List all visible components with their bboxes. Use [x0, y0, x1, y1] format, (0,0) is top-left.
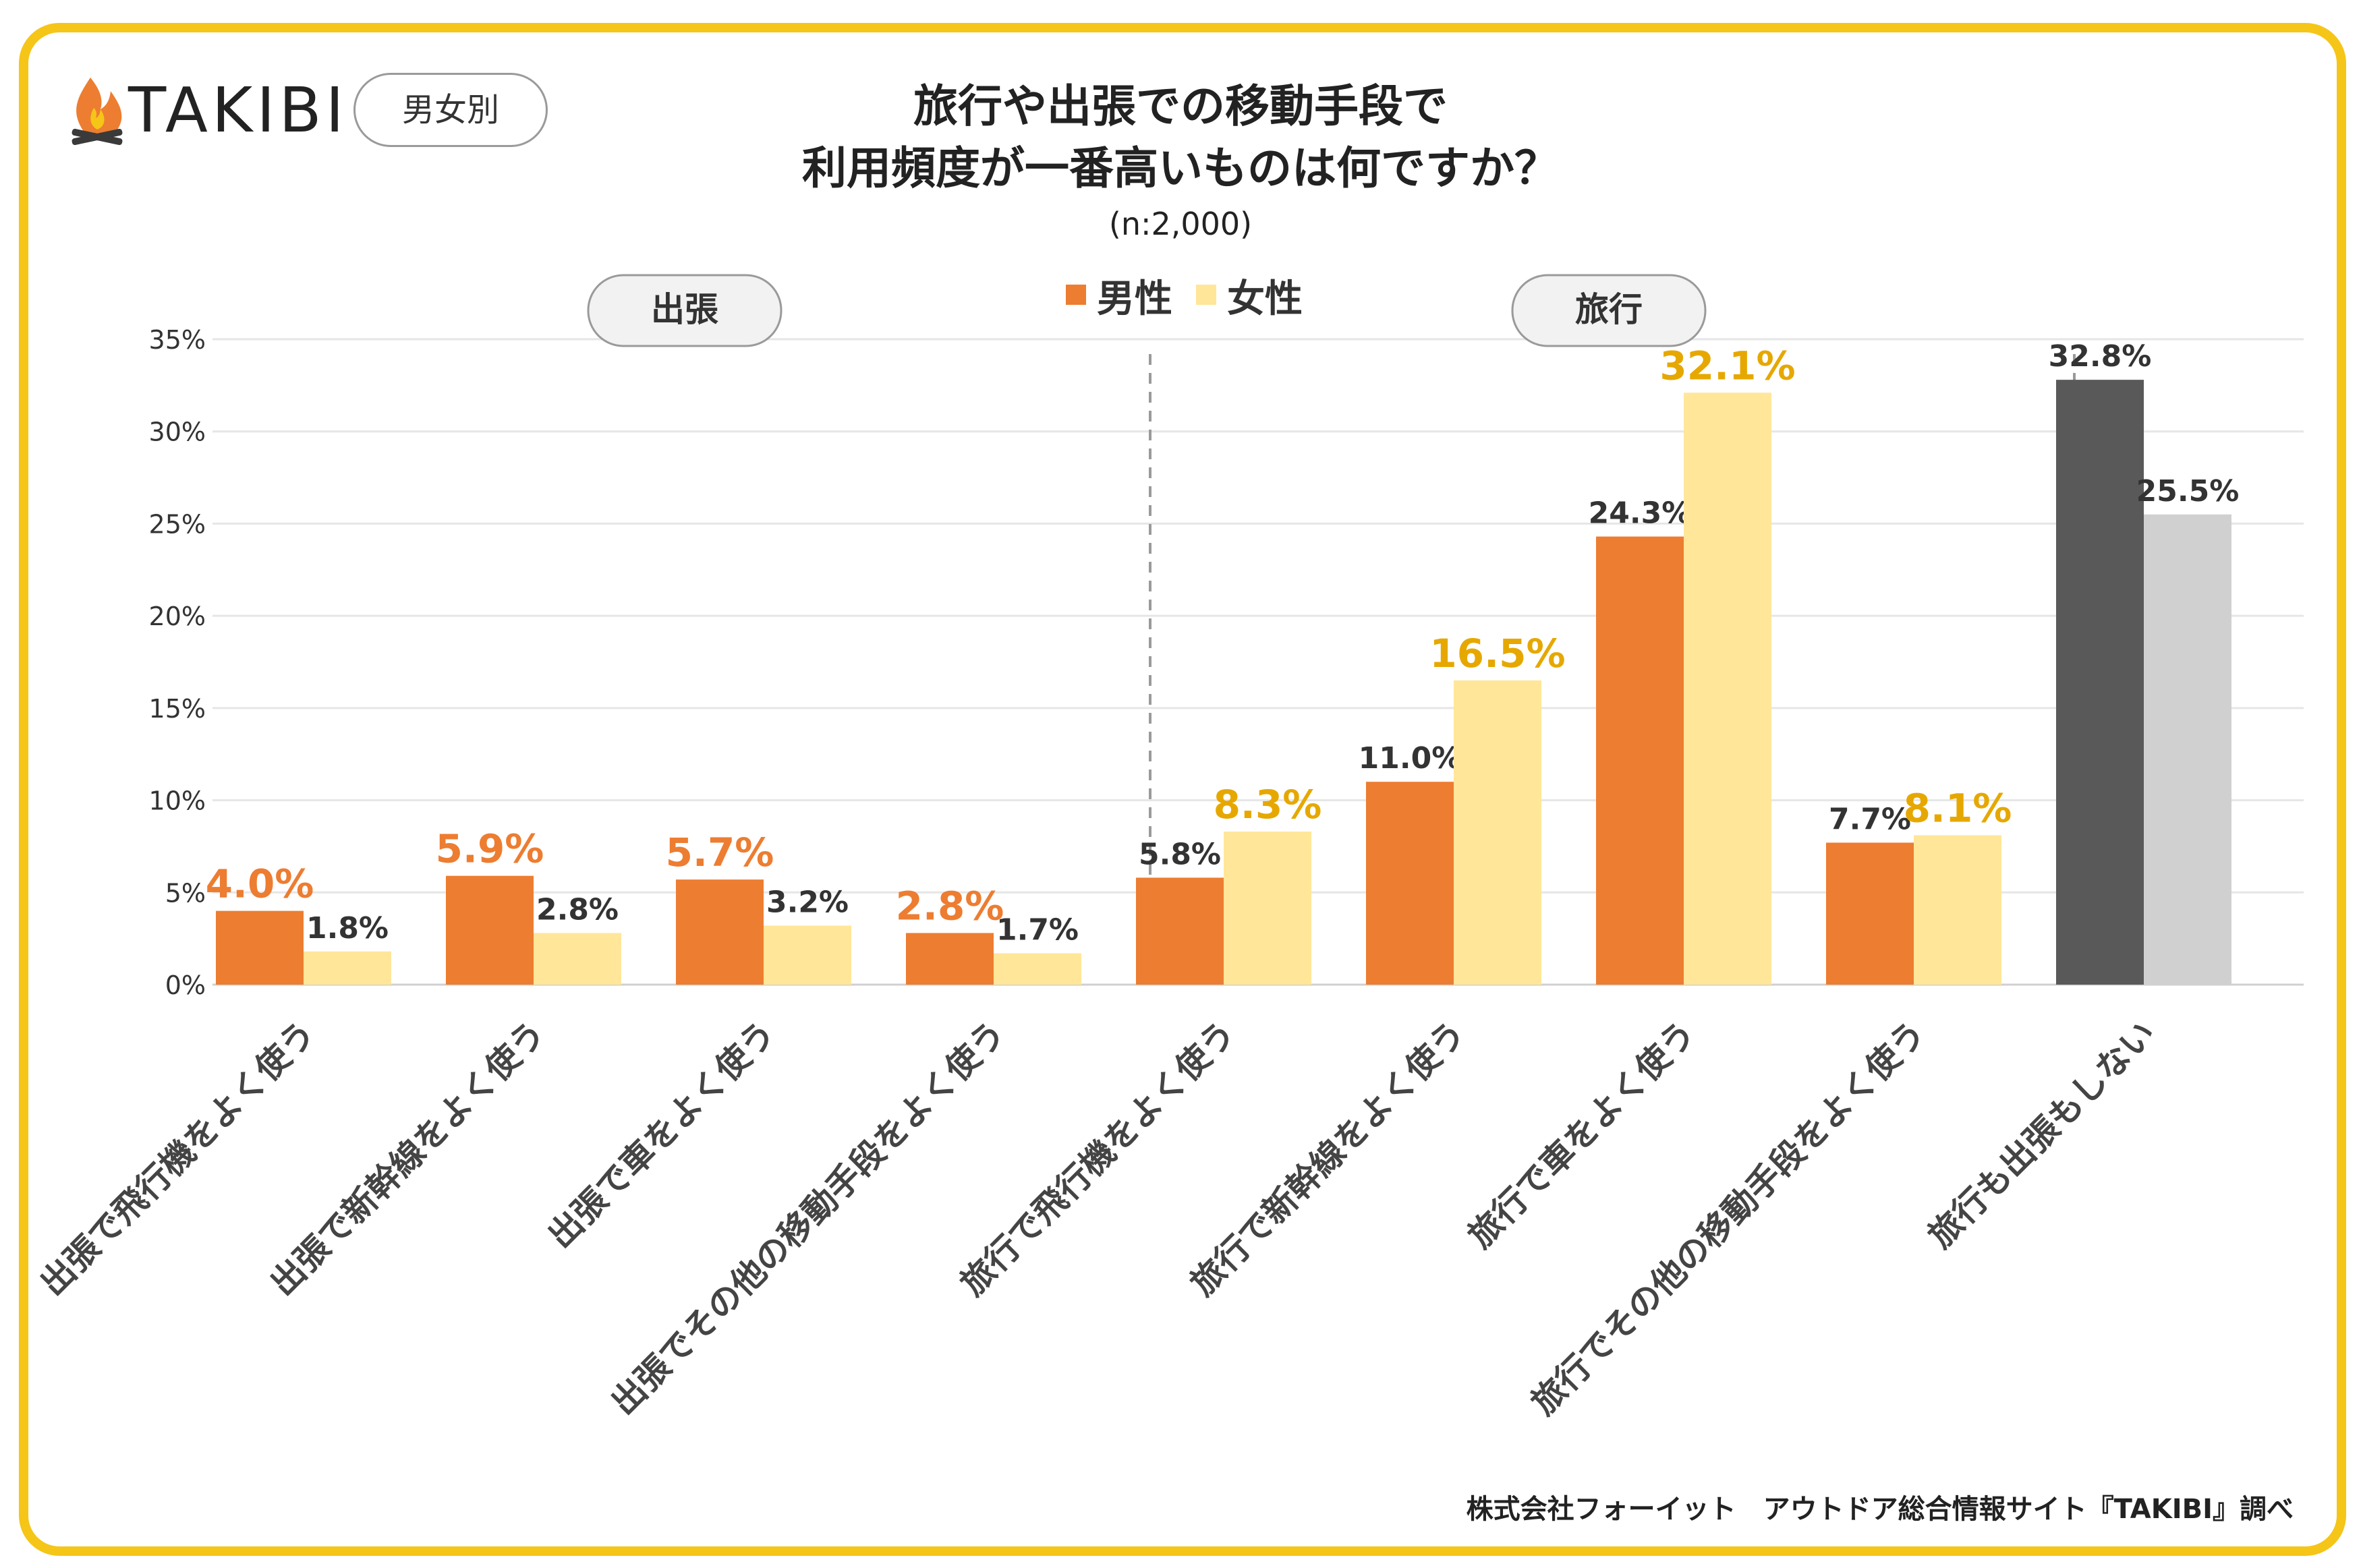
data-label: 25.5% [2136, 474, 2240, 509]
data-label: 16.5% [1429, 631, 1565, 676]
data-label: 1.7% [996, 913, 1079, 948]
x-tick-label: 旅行でその他の移動手段をよく使う [1524, 1013, 1933, 1422]
bar-male [1136, 877, 1224, 985]
y-tick-label: 35% [149, 325, 206, 355]
bar-female [994, 953, 1081, 985]
bar-male [1596, 536, 1684, 985]
data-label: 11.0% [1359, 741, 1462, 776]
bar-female [1224, 832, 1311, 985]
data-label: 8.3% [1214, 782, 1322, 827]
data-label: 7.7% [1829, 802, 1911, 836]
group-label: 出張 [651, 290, 718, 329]
bar-male [446, 875, 534, 985]
group-pill [587, 274, 783, 347]
bar-female [1454, 680, 1541, 985]
y-tick-label: 20% [149, 602, 206, 631]
data-label: 4.0% [206, 861, 314, 907]
bar-male [2056, 380, 2144, 985]
data-label: 5.8% [1139, 837, 1221, 871]
bar-female [1684, 393, 1771, 985]
data-label: 1.8% [306, 911, 389, 946]
bar-male [676, 879, 764, 985]
data-label: 24.3% [1589, 496, 1692, 531]
bar-male [216, 910, 304, 985]
group-label: 旅行 [1575, 290, 1643, 329]
data-label: 2.8% [896, 883, 1004, 929]
y-tick-label: 0% [165, 970, 206, 1000]
group-pill [1511, 274, 1707, 347]
title-line-1: 旅行や出張での移動手段で [913, 80, 1448, 132]
legend-label: 女性 [1227, 277, 1303, 321]
legend-swatch [1196, 285, 1216, 305]
bar-male [906, 933, 994, 985]
x-tick-label: 旅行も出張もしない [1921, 1013, 2163, 1255]
data-label: 5.7% [666, 830, 774, 875]
legend-swatch [1066, 285, 1086, 305]
bar-male [1826, 842, 1914, 985]
y-tick-label: 10% [149, 786, 206, 816]
bar-male [1366, 782, 1454, 985]
sample-size: (n:2,000) [1108, 206, 1253, 242]
frame-border [19, 23, 2346, 1556]
takibi-logo [72, 78, 123, 146]
data-label: 3.2% [766, 885, 849, 920]
y-tick-label: 25% [149, 509, 206, 539]
data-label: 8.1% [1904, 786, 2012, 832]
gender-badge: 男女別 [353, 73, 548, 147]
source-credit: 株式会社フォーイット アウトドア総合情報サイト『TAKIBI』調べ [1466, 1494, 2294, 1525]
chart-title: 旅行や出張での移動手段で 利用頻度が一番高いものは何ですか？ [607, 76, 1754, 200]
data-label: 2.8% [536, 892, 619, 927]
campfire-icon [72, 78, 123, 146]
bar-female [534, 933, 621, 985]
legend-label: 男性 [1097, 277, 1172, 321]
brand-name: TAKIBI [128, 74, 348, 146]
title-line-2: 利用頻度が一番高いものは何ですか？ [802, 142, 1559, 194]
bar-female [304, 951, 391, 985]
x-tick-label: 出張で車をよく使う [540, 1013, 783, 1255]
data-label: 5.9% [436, 826, 544, 872]
y-tick-label: 15% [149, 694, 206, 724]
y-tick-label: 5% [165, 878, 206, 908]
data-label: 32.8% [2049, 339, 2152, 374]
data-label: 32.1% [1659, 343, 1795, 388]
x-tick-label: 出張でその他の移動手段をよく使う [604, 1013, 1013, 1422]
bar-female [2144, 514, 2231, 985]
bar-female [764, 925, 851, 985]
y-tick-label: 30% [149, 417, 206, 447]
x-tick-label: 旅行で車をよく使う [1460, 1013, 1703, 1255]
bar-female [1914, 835, 2001, 985]
